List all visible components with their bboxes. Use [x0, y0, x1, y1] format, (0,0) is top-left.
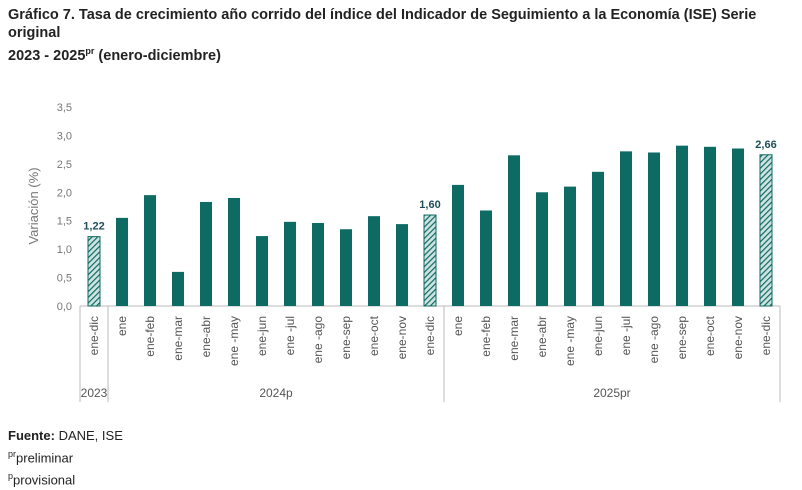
bar — [648, 152, 660, 306]
source-text: DANE, ISE — [54, 428, 123, 443]
note-sup: pr — [8, 449, 17, 459]
x-tick-label: ene -jul — [619, 316, 633, 355]
bar — [256, 236, 268, 306]
bar — [676, 145, 688, 306]
subtitle-sup: pr — [85, 46, 95, 56]
bar — [759, 154, 773, 307]
y-tick-label: 3,5 — [57, 102, 72, 114]
x-tick-label: ene-dic — [87, 316, 101, 355]
x-tick-label: ene-dic — [759, 316, 773, 355]
x-tick-label: ene-feb — [479, 316, 493, 357]
source: Fuente: DANE, ISE — [8, 426, 123, 445]
y-tick-label: 0,5 — [57, 273, 72, 285]
y-tick-label: 3,0 — [57, 130, 72, 142]
subtitle-rest: (enero-diciembre) — [94, 47, 221, 64]
x-tick-label: ene-abr — [199, 316, 213, 357]
x-tick-label: ene -jul — [283, 316, 297, 355]
bar — [144, 195, 156, 306]
group-label: 2023 — [81, 386, 108, 400]
bar — [172, 271, 184, 306]
group-label: 2024p — [259, 386, 293, 400]
x-tick-label: ene -ago — [647, 316, 661, 364]
x-tick-label: ene-feb — [143, 316, 157, 357]
bar — [228, 197, 240, 306]
bar — [508, 155, 520, 306]
bar — [312, 222, 324, 306]
subtitle-text: 2023 - 2025 — [8, 47, 86, 64]
x-tick-label: ene-abr — [535, 316, 549, 357]
chart-subtitle: 2023 - 2025pr (enero-diciembre) — [8, 42, 798, 65]
y-tick-label: 1,5 — [57, 216, 72, 228]
x-tick-label: ene — [451, 316, 465, 336]
group-label: 2025pr — [593, 386, 630, 400]
bar — [536, 192, 548, 306]
data-label: 2,66 — [755, 139, 776, 151]
bar — [704, 146, 716, 306]
bar — [592, 171, 604, 306]
y-tick-label: 2,5 — [57, 159, 72, 171]
source-label: Fuente: — [8, 428, 55, 443]
x-tick-label: ene-nov — [395, 316, 409, 359]
title-block: Gráfico 7. Tasa de crecimiento año corri… — [8, 6, 798, 65]
bar — [284, 221, 296, 306]
data-label: 1,22 — [83, 221, 104, 233]
note-sup: p — [8, 471, 14, 482]
x-tick-label: ene-sep — [339, 316, 353, 360]
x-tick-label: ene-dic — [423, 316, 437, 355]
footer: Fuente: DANE, ISE prpreliminar pprovisio… — [8, 426, 123, 490]
x-tick-label: ene -may — [227, 316, 241, 366]
y-tick-label: 2,0 — [57, 187, 72, 199]
bar — [732, 148, 744, 306]
bar — [200, 201, 212, 306]
x-tick-label: ene -ago — [311, 316, 325, 364]
note: pprovisional — [8, 467, 123, 489]
bar — [116, 217, 128, 306]
x-tick-label: ene -may — [563, 316, 577, 366]
bar — [620, 151, 632, 306]
x-tick-label: ene — [115, 316, 129, 336]
bar — [87, 236, 101, 307]
bar — [480, 210, 492, 306]
x-tick-label: ene-jun — [255, 316, 269, 356]
x-tick-label: ene-oct — [703, 315, 717, 356]
x-tick-label: ene-jun — [591, 316, 605, 356]
y-tick-label: 0,0 — [57, 301, 72, 313]
note-text: preliminar — [16, 450, 74, 466]
bar — [340, 229, 352, 306]
bar — [396, 224, 408, 306]
x-tick-label: ene-mar — [507, 316, 521, 361]
x-tick-label: ene-sep — [675, 316, 689, 360]
bar — [423, 214, 437, 307]
chart-title: Gráfico 7. Tasa de crecimiento año corri… — [8, 7, 757, 41]
y-tick-label: 1,0 — [57, 244, 72, 256]
chart: Variación (%) 0,0 0,5 1,0 1,5 2,0 2,5 3,0 3,5 en… — [26, 102, 781, 402]
bar — [452, 184, 464, 306]
bar — [368, 216, 380, 306]
x-tick-label: ene-nov — [731, 316, 745, 359]
bar — [564, 186, 576, 306]
x-tick-label: ene-oct — [367, 315, 381, 356]
y-axis-label: Variación (%) — [26, 167, 41, 244]
x-tick-label: ene-mar — [171, 316, 185, 361]
data-label: 1,60 — [419, 199, 440, 211]
note: prpreliminar — [8, 445, 123, 467]
note-text: provisional — [13, 472, 76, 488]
